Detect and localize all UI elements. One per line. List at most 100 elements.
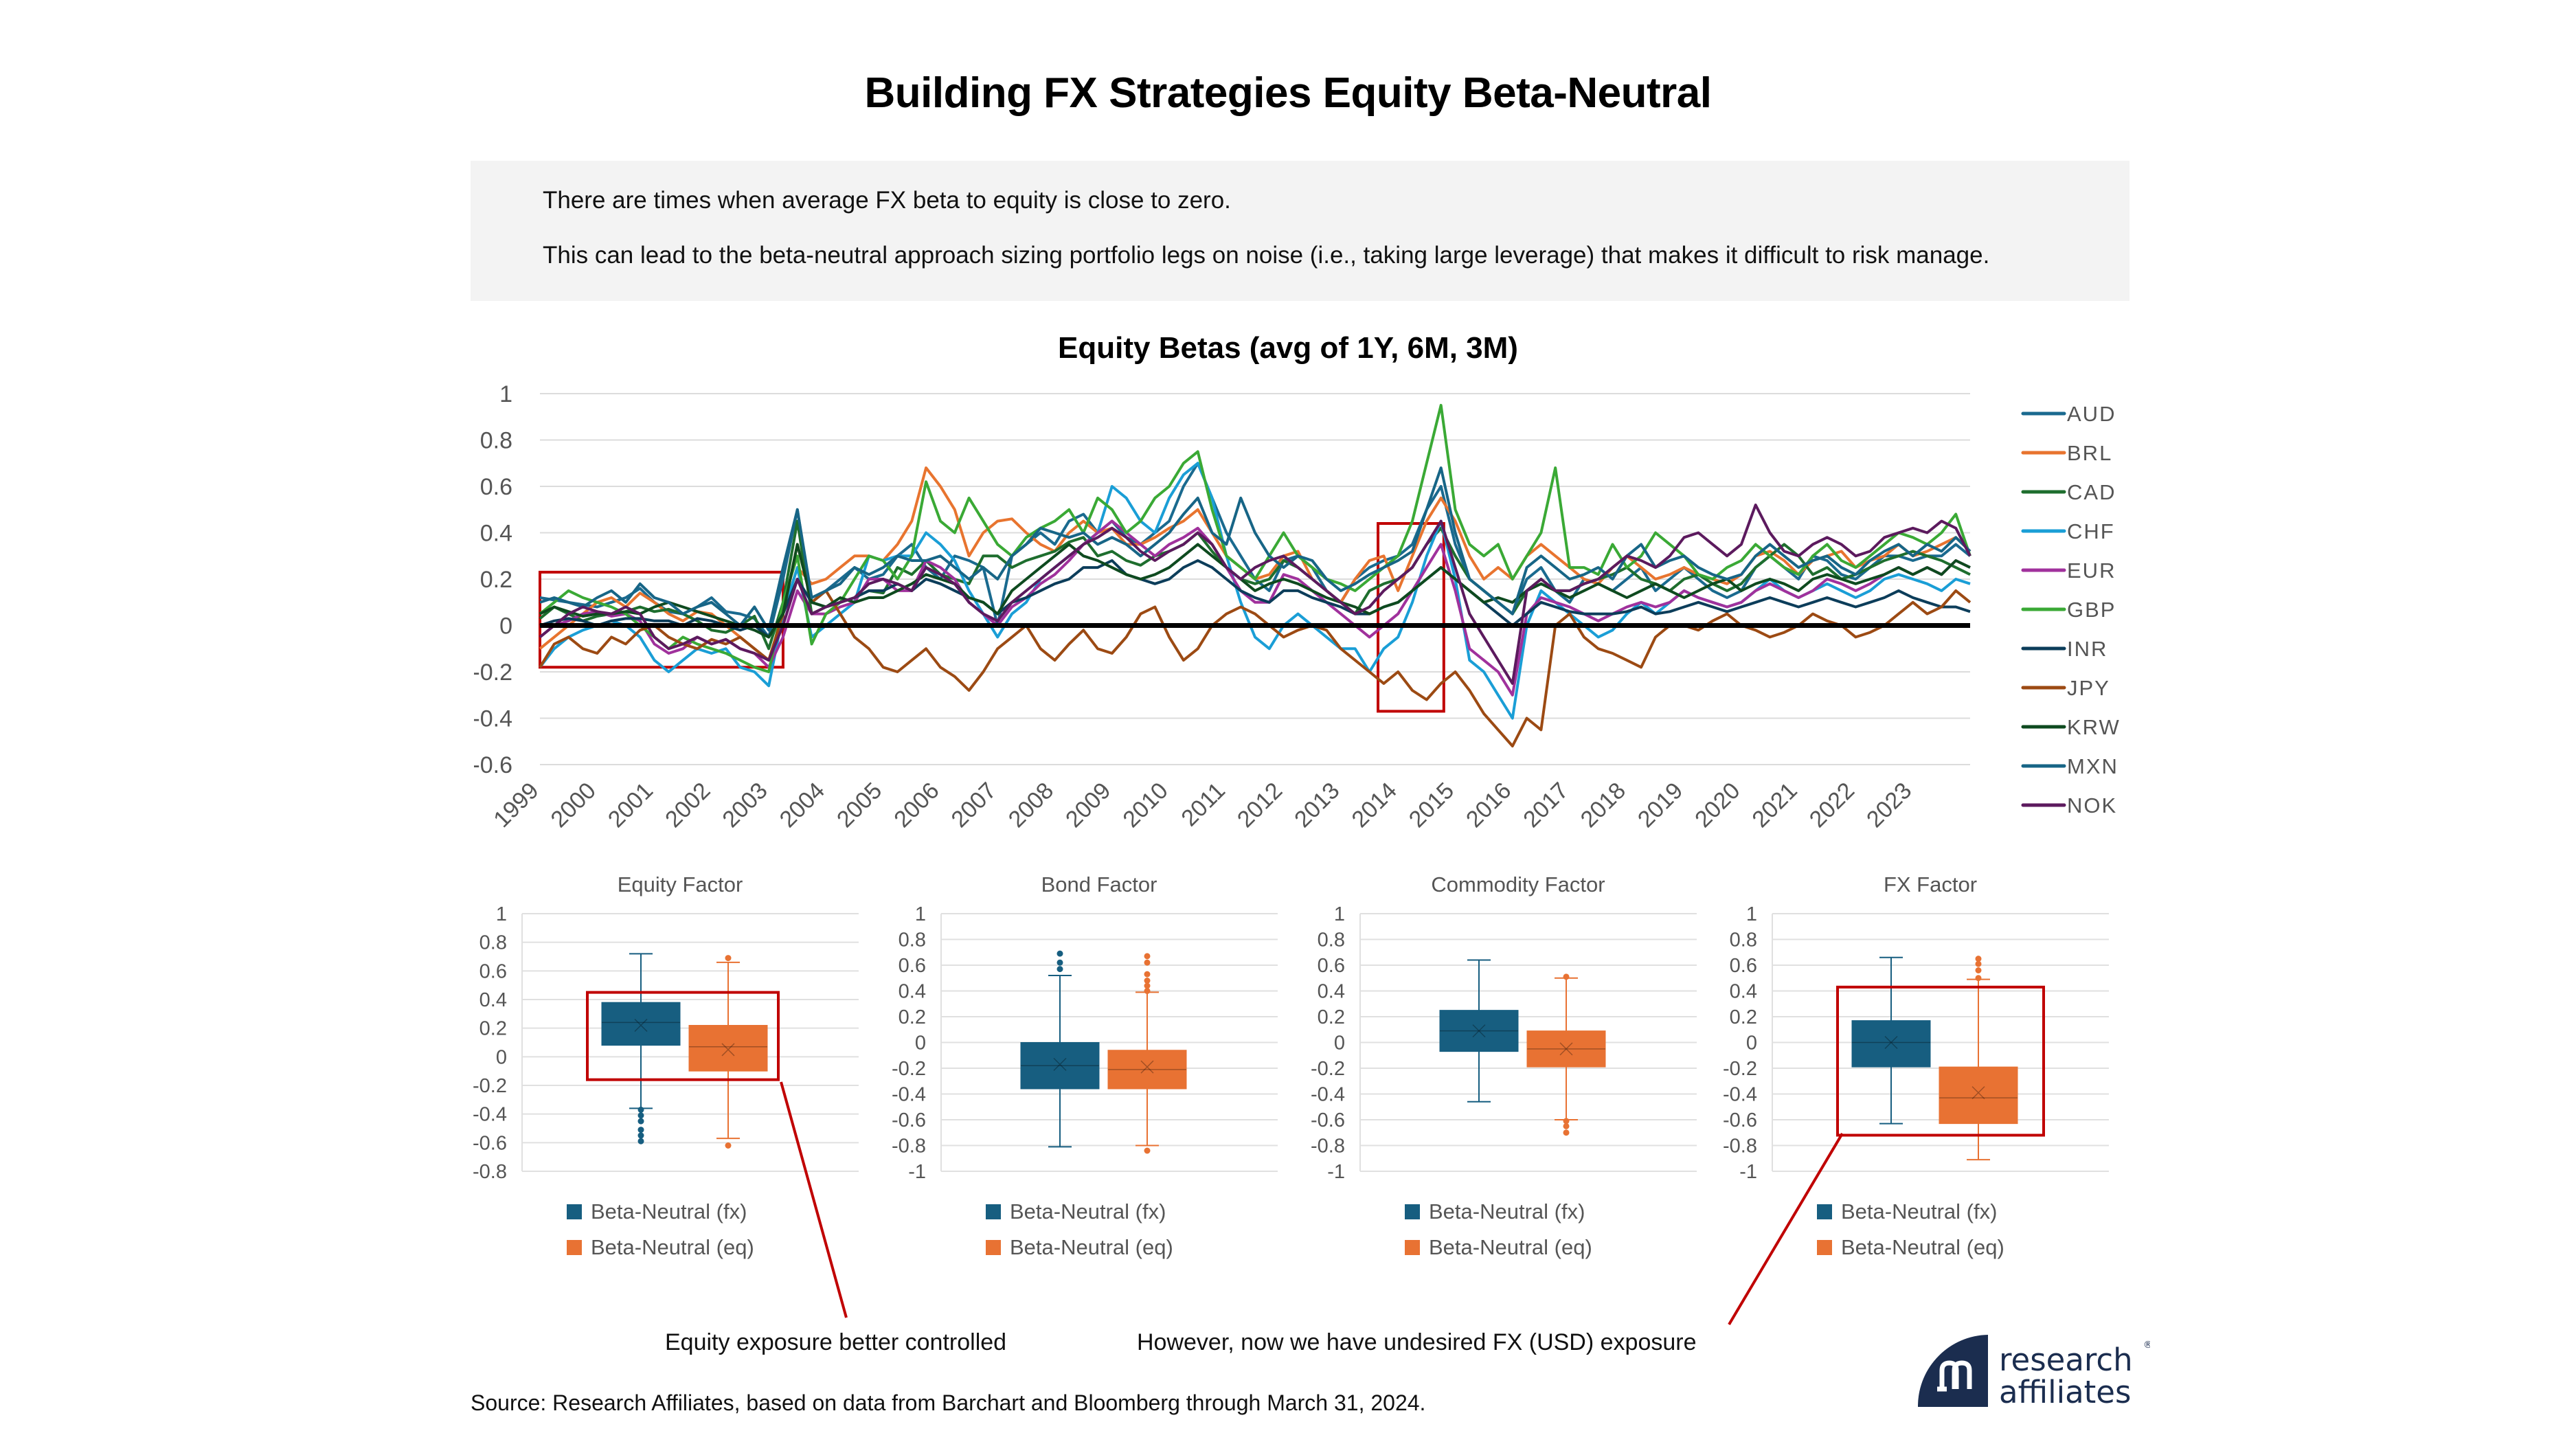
legend-label-gbp: GBP	[2067, 598, 2116, 622]
legend-label-fx: Beta-Neutral (fx)	[1841, 1199, 1997, 1223]
y-tick-label: 1	[915, 903, 926, 925]
logo-text-line1: research	[1999, 1342, 2133, 1378]
annotation-right: However, now we have undesired FX (USD) …	[1137, 1329, 1697, 1355]
iqr-box	[1107, 1050, 1187, 1090]
iqr-box	[1020, 1042, 1100, 1090]
y-tick-label: 0.4	[899, 981, 926, 1003]
y-tick-label: -0.8	[473, 1161, 507, 1183]
box-fx	[601, 953, 681, 1144]
outlier-point	[1975, 960, 1982, 967]
series-line-cad	[539, 519, 1971, 651]
y-tick-label: -0.4	[473, 1104, 507, 1126]
source-note: Source: Research Affiliates, based on da…	[471, 1390, 1426, 1415]
y-tick-label: -0.2	[473, 1075, 507, 1097]
registered-mark: ®	[2143, 1340, 2150, 1351]
legend-label-eq: Beta-Neutral (eq)	[1841, 1235, 2004, 1259]
y-tick-label: 1	[1746, 903, 1757, 925]
y-tick-label: 0.6	[479, 960, 507, 982]
outlier-point	[725, 955, 732, 962]
highlight-box	[1836, 985, 2045, 1137]
mean-marker	[1884, 1035, 1898, 1050]
outlier-point	[1144, 953, 1151, 960]
legend-label-fx: Beta-Neutral (fx)	[591, 1199, 747, 1223]
y-tick-label: 0	[1334, 1033, 1345, 1054]
outlier-point	[1975, 975, 1982, 982]
y-tick-label: -0.2	[1311, 1058, 1345, 1080]
x-tick-label: 2011	[1176, 778, 1230, 832]
y-tick-label: -0.8	[1311, 1136, 1345, 1158]
y-tick-label: -0.4	[474, 706, 512, 732]
y-tick-label: -0.6	[1723, 1109, 1757, 1131]
iqr-box	[1939, 1066, 2018, 1125]
box-eq	[1939, 956, 2018, 1161]
logo-text-line2: affiliates	[1999, 1374, 2131, 1410]
legend-label-mxn: MXN	[2067, 754, 2119, 778]
outlier-point	[1144, 971, 1151, 978]
y-tick-label: -0.8	[892, 1136, 926, 1158]
boxplot-title: Bond Factor	[1041, 872, 1157, 896]
equity-factor-boxplot: Equity Factor 1 0.8 0.6 0.4 0.2 0 -0.2 -0.4 -0.6 -…	[473, 872, 859, 1259]
box-fx	[1439, 959, 1519, 1103]
x-tick-label: 2018	[1576, 778, 1631, 833]
legend-swatch-eq	[567, 1240, 582, 1255]
y-tick-label: 0.2	[480, 567, 512, 593]
y-tick-label: 0.6	[899, 955, 926, 977]
x-tick-label: 2008	[1004, 778, 1059, 833]
bond-factor-boxplot: Bond Factor 1 0.8 0.6 0.4 0.2 0 -0.2 -0.4 -0.6 -0.…	[892, 872, 1278, 1259]
boxplot-title: Commodity Factor	[1431, 872, 1605, 896]
y-tick-label: 0.2	[1730, 1006, 1757, 1028]
y-tick-label: 0.6	[1318, 955, 1345, 977]
series-line-gbp	[539, 403, 1971, 673]
legend-label-nok: NOK	[2067, 793, 2117, 817]
y-tick-label: 0.2	[479, 1018, 507, 1040]
y-tick-label: 0.4	[480, 521, 512, 547]
x-tick-label: 2022	[1805, 778, 1860, 833]
callout-line-2: This can lead to the beta-neutral approa…	[543, 242, 1990, 269]
y-tick-label: -0.6	[473, 1132, 507, 1154]
outlier-point	[725, 1142, 732, 1149]
y-tick-label: 0.4	[1730, 981, 1757, 1003]
x-tick-label: 2017	[1518, 778, 1573, 833]
x-tick-label: 2020	[1690, 778, 1745, 833]
y-tick-label: -0.8	[1723, 1136, 1757, 1158]
y-tick-label: 1	[1334, 903, 1345, 925]
legend-label-fx: Beta-Neutral (fx)	[1429, 1199, 1585, 1223]
mean-marker	[1140, 1060, 1154, 1074]
x-tick-label: 2015	[1404, 778, 1459, 833]
outlier-point	[637, 1127, 644, 1133]
box-eq	[1526, 973, 1606, 1136]
y-tick-label: -1	[908, 1161, 926, 1183]
outlier-point	[1057, 959, 1063, 966]
x-tick-label: 2021	[1747, 778, 1802, 833]
series-line-jpy	[539, 543, 1971, 747]
y-tick-label: 0.4	[1318, 981, 1345, 1003]
x-tick-label: 2016	[1461, 778, 1516, 833]
y-tick-label: 0.2	[899, 1006, 926, 1028]
callout-line-1: There are times when average FX beta to …	[543, 187, 1231, 214]
y-tick-label: -0.4	[892, 1084, 926, 1106]
legend-label-eq: Beta-Neutral (eq)	[1429, 1235, 1592, 1259]
mean-marker	[1472, 1024, 1486, 1038]
y-tick-label: -0.4	[1311, 1084, 1345, 1106]
outlier-point	[1563, 973, 1570, 980]
box-fx	[1020, 950, 1100, 1148]
y-tick-label: 0	[1746, 1033, 1757, 1054]
x-tick-label: 2003	[717, 778, 772, 833]
line-chart-title: Equity Betas (avg of 1Y, 6M, 3M)	[1058, 331, 1518, 365]
series-line-krw	[539, 543, 1971, 639]
legend-label-krw: KRW	[2067, 715, 2121, 739]
y-tick-label: -0.2	[474, 659, 512, 686]
x-tick-label: 2014	[1347, 778, 1402, 833]
y-tick-label: 0	[496, 1046, 507, 1068]
y-tick-label: 0.4	[479, 989, 507, 1011]
y-tick-label: 0.8	[480, 428, 512, 454]
y-tick-label: 0.8	[1730, 929, 1757, 951]
legend-swatch-eq	[1405, 1240, 1420, 1255]
iqr-box	[688, 1025, 768, 1072]
y-tick-label: -0.2	[892, 1058, 926, 1080]
outlier-point	[1563, 1129, 1570, 1136]
x-tick-label: 2004	[775, 778, 830, 833]
legend-swatch-fx	[1817, 1204, 1832, 1219]
outlier-point	[1975, 967, 1982, 973]
